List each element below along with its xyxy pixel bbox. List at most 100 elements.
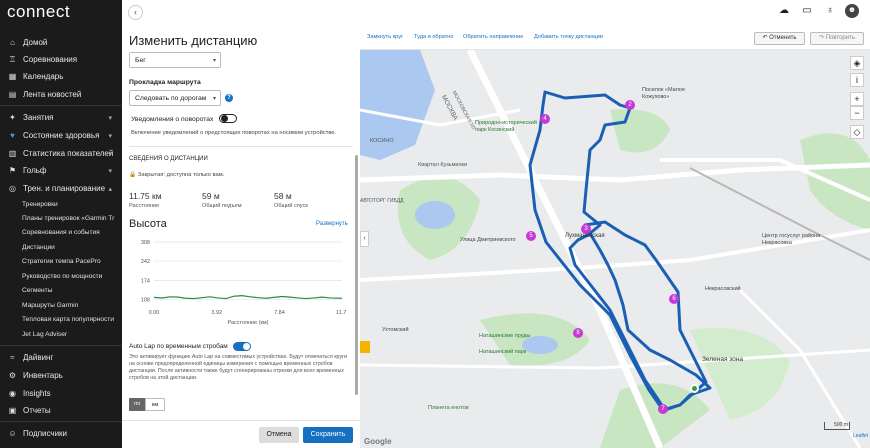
map-header: ☁ ▭ ♁ ☻: [360, 0, 870, 26]
sidebar-subitem-garmin-routes[interactable]: Маршруты Garmin: [22, 302, 79, 309]
sidebar-subitem-training-plans[interactable]: Планы тренировок «Garmin Tr: [22, 215, 115, 222]
reverse-direction-link[interactable]: Обратить направление: [463, 34, 524, 40]
map-label: Зеленая зона: [702, 356, 743, 363]
sidebar-subitem-power-guide[interactable]: Руководство по мощности: [22, 273, 103, 280]
garmin-connect-logo[interactable]: connect: [7, 2, 71, 21]
page-title: Изменить дистанцию: [129, 33, 258, 48]
map-label: Квартал Кузьминки: [418, 162, 468, 168]
sidebar-subitem-workouts[interactable]: Тренировки: [22, 201, 58, 208]
gear-icon: ⚙: [8, 371, 17, 380]
layers-button[interactable]: ◈: [850, 56, 864, 70]
lock-icon: 🔒: [129, 172, 137, 178]
chevron-down-icon: ▾: [108, 150, 112, 158]
elevation-chart: 308 242 174 108 0.00 3.92 7.84 11.7 Расстояние (…: [141, 240, 347, 326]
stat-ascent-label: Общий подъем: [202, 203, 242, 209]
sidebar-subitem-courses[interactable]: Дистанции: [22, 244, 55, 251]
x-tick-label: 11.7: [336, 310, 346, 316]
route-marker[interactable]: 7: [658, 404, 668, 414]
map-label: Лухмановская: [565, 233, 605, 239]
route-marker[interactable]: 6: [669, 294, 679, 304]
sidebar-item-activities[interactable]: ✦ Занятия ▾: [9, 113, 112, 122]
map-label: Поселок «Малое Кожухово»: [642, 87, 686, 100]
sidebar-item-challenges[interactable]: ♖ Соревнования: [8, 55, 78, 64]
google-logo: Google: [364, 437, 392, 446]
sidebar-item-training[interactable]: ◎ Трен. и планирование ▴: [9, 184, 112, 193]
routing-label: Прокладка маршрута: [129, 79, 201, 86]
sidebar-subitem-segments[interactable]: Сегменты: [22, 287, 53, 294]
activity-type-select[interactable]: Бег ▾: [129, 52, 221, 68]
sidebar-item-reports[interactable]: ▣ Отчеты: [8, 406, 51, 415]
sidebar-item-health[interactable]: ♥ Состояние здоровья ▾: [0, 127, 122, 144]
sidebar-item-diving[interactable]: ≈ Дайвинг: [0, 349, 122, 366]
sidebar-subitem-pacepro[interactable]: Стратегии темпа PacePro: [22, 258, 101, 265]
back-button[interactable]: ‹: [128, 5, 143, 20]
chevron-down-icon: ▾: [108, 132, 112, 140]
sidebar: connect ⌂ Домой ♖ Соревнования ▦ Календарь …: [0, 0, 122, 448]
sidebar-item-insights[interactable]: ◉ Insights: [9, 389, 51, 398]
sidebar-item-gear[interactable]: ⚙ Инвентарь: [8, 371, 63, 380]
help-icon[interactable]: ?: [225, 94, 233, 102]
route-map[interactable]: 2 4 3 5 6 8 7 Природно-исторический парк…: [360, 50, 870, 448]
home-icon: ⌂: [10, 38, 15, 47]
route-marker[interactable]: 4: [540, 114, 550, 124]
unit-mi-button[interactable]: mi: [129, 398, 145, 411]
out-and-back-link[interactable]: Туда и обратно: [414, 34, 454, 40]
zoom-out-button[interactable]: −: [850, 106, 864, 120]
sidebar-subitem-jetlag[interactable]: Jet Lag Adviser: [22, 331, 68, 338]
course-info-heading: СВЕДЕНИЯ О ДИСТАНЦИИ: [129, 156, 208, 162]
leaflet-link[interactable]: Leaflet: [853, 433, 869, 439]
start-marker[interactable]: [690, 384, 699, 393]
sidebar-subitem-heatmap[interactable]: Тепловая карта популярности: [22, 316, 114, 323]
panel-footer: Отмена Сохранить: [122, 420, 360, 448]
route-marker[interactable]: 5: [526, 231, 536, 241]
stat-ascent-value: 59 м: [202, 191, 220, 201]
autolap-toggle[interactable]: [233, 342, 251, 351]
scrollbar[interactable]: [355, 155, 358, 395]
bulb-icon[interactable]: ♁: [826, 5, 834, 16]
x-tick-label: 3.92: [211, 310, 222, 316]
add-course-point-link[interactable]: Добавить точку дистанции: [534, 34, 603, 40]
elevation-title: Высота: [129, 218, 167, 230]
route-marker[interactable]: 3: [581, 224, 591, 234]
save-button[interactable]: Сохранить: [303, 427, 353, 443]
turn-notify-toggle[interactable]: [219, 114, 237, 123]
map-label: Улица Дмитриевского: [460, 237, 516, 243]
chevron-down-icon: ▾: [212, 58, 216, 64]
sidebar-item-calendar[interactable]: ▦ Календарь: [8, 72, 64, 81]
sidebar-subitem-events[interactable]: Соревнования и события: [22, 229, 100, 236]
undo-button[interactable]: ↶ Отменить: [754, 32, 805, 45]
sidebar-item-stats[interactable]: ▥ Статистика показателей ▾: [8, 149, 114, 158]
stat-descent-label: Общий спуск: [274, 203, 308, 209]
info-button[interactable]: i: [850, 73, 864, 87]
sidebar-item-home[interactable]: ⌂ Домой: [0, 34, 122, 51]
expand-chart-link[interactable]: Развернуть: [316, 221, 348, 227]
zoom-in-button[interactable]: +: [850, 92, 864, 106]
redo-button[interactable]: ↷ Повторить: [810, 32, 864, 45]
chevron-up-icon: ▴: [108, 185, 112, 193]
divider: [129, 146, 353, 147]
toggle-knob: [221, 115, 228, 122]
reports-icon: ▣: [8, 406, 17, 415]
collapse-panel-button[interactable]: ‹: [360, 231, 369, 247]
routing-select[interactable]: Следовать по дорогам ▾: [129, 90, 221, 106]
route-marker[interactable]: 8: [573, 328, 583, 338]
y-tick-label: 242: [141, 259, 150, 265]
autolap-label: Auto Lap по временным стробам: [129, 343, 228, 350]
chevron-down-icon: ▾: [108, 114, 112, 122]
device-icon[interactable]: ▭: [802, 5, 812, 16]
sidebar-item-newsfeed[interactable]: ▤ Лента новостей: [8, 90, 82, 99]
unit-km-button[interactable]: км: [145, 398, 165, 411]
sidebar-divider: [0, 345, 122, 346]
edit-course-panel: ‹ Изменить дистанцию Бег ▾ Прокладка марш…: [122, 0, 360, 448]
close-loop-link[interactable]: Замкнуть круг: [367, 34, 404, 40]
stat-descent-value: 58 м: [274, 191, 292, 201]
cloud-upload-icon[interactable]: ☁: [779, 5, 789, 16]
cancel-button[interactable]: Отмена: [259, 427, 299, 443]
sidebar-item-golf[interactable]: ⚑ Гольф ▾: [8, 166, 112, 175]
route-marker[interactable]: 2: [625, 100, 635, 110]
sidebar-item-followers[interactable]: ☺ Подписчики: [8, 429, 68, 438]
map-label: Некрасовский: [705, 286, 741, 292]
avatar[interactable]: ☻: [845, 4, 859, 18]
locate-button[interactable]: ◇: [850, 125, 864, 139]
y-tick-label: 174: [141, 279, 150, 285]
